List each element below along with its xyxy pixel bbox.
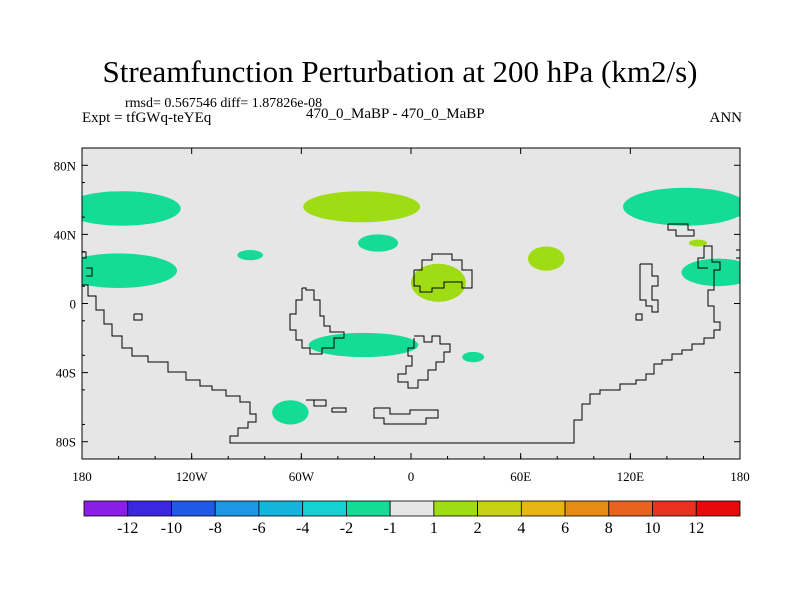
colorbar-label-8: 2 [474, 520, 482, 537]
x-tick-label-5: 120E [617, 469, 645, 484]
y-tick-label-3: 40S [56, 366, 76, 381]
colorbar-swatch-7 [389, 500, 435, 517]
y-tick-label-2: 0 [70, 297, 77, 312]
colorbar-swatch-12 [608, 500, 653, 517]
colorbar-swatch-5 [302, 500, 347, 517]
x-tick-label-6: 180 [730, 469, 750, 484]
coastline-africa-north [413, 253, 473, 293]
y-tick-label-4: 80S [56, 435, 76, 450]
anomaly-region-11 [462, 351, 485, 363]
coastline-small-7 [736, 249, 740, 259]
colorbar-swatch-11 [564, 500, 610, 517]
colorbar-swatch-8 [433, 500, 479, 517]
anomaly-region-1 [82, 253, 178, 288]
anomaly-region-7 [623, 187, 740, 226]
colorbar-label-9: 4 [517, 520, 525, 537]
experiment-label: Expt = tfGWq-teYEq [82, 110, 212, 126]
coastline-antarctic-island [373, 407, 439, 425]
axis-layer: 180 120W 60W 0 60E 120E 180 80N 40N 0 40S 80S [54, 147, 750, 484]
colorbar-label-10: 6 [561, 520, 569, 537]
coastline-japan-box [667, 223, 695, 237]
anomaly-region-3 [303, 191, 421, 223]
coastline-africa-south [397, 335, 451, 389]
x-tick-label-3: 0 [408, 469, 415, 484]
anomaly-region-5 [411, 263, 466, 302]
colorbar-label-3: -6 [252, 520, 265, 537]
y-tick-label-1: 40N [54, 227, 77, 242]
colorbar-swatch-4 [258, 500, 304, 517]
colorbar-label-6: -1 [383, 520, 396, 537]
colorbar: -12 -10 -8 -6 -4 -2 -1 1 2 4 6 8 10 12 [83, 500, 741, 537]
anomaly-region-9 [681, 258, 740, 287]
colorbar-swatch-9 [477, 500, 522, 517]
rmsd-diff-stats: rmsd= 0.567546 diff= 1.87826e-08 [125, 96, 323, 111]
anomaly-region-8 [688, 239, 708, 247]
coastline-west-americas [82, 245, 721, 444]
coastline-small-1 [133, 313, 143, 321]
x-tick-label-1: 120W [176, 469, 209, 484]
coastline-small-4 [86, 267, 93, 277]
colorbar-label-1: -10 [161, 520, 182, 537]
season-label: ANN [709, 110, 743, 126]
anomaly-layer [82, 187, 740, 425]
coastline-small-3 [331, 407, 347, 413]
anomaly-region-6 [527, 246, 565, 271]
colorbar-label-4: -4 [296, 520, 309, 537]
coastline-small-2 [306, 399, 327, 407]
coastlines [82, 223, 740, 444]
x-tick-label-4: 60E [510, 469, 531, 484]
colorbar-swatch-3 [214, 500, 260, 517]
colorbar-swatch-1 [127, 500, 172, 517]
colorbar-swatch-2 [171, 500, 216, 517]
colorbar-label-7: 1 [430, 520, 438, 537]
coastline-east-asia [639, 263, 659, 313]
case-comparison-label: 470_0_MaBP - 470_0_MaBP [306, 106, 485, 122]
x-tick-label-0: 180 [72, 469, 92, 484]
colorbar-label-13: 12 [688, 520, 704, 537]
colorbar-label-2: -8 [209, 520, 222, 537]
colorbar-swatch-13 [652, 500, 697, 517]
coastline-small-5 [635, 313, 643, 321]
chart-title: Streamfunction Perturbation at 200 hPa (… [102, 54, 698, 89]
anomaly-region-12 [272, 400, 309, 425]
y-tick-label-0: 80N [54, 158, 77, 173]
colorbar-label-11: 8 [605, 520, 613, 537]
anomaly-region-4 [357, 234, 399, 252]
colorbar-swatch-6 [345, 500, 391, 517]
colorbar-swatch-10 [520, 500, 566, 517]
anomaly-region-10 [308, 332, 419, 358]
colorbar-swatch-14 [695, 500, 741, 517]
colorbar-swatch-0 [83, 500, 129, 517]
colorbar-label-5: -2 [340, 520, 353, 537]
coastline-south-america [289, 287, 345, 355]
anomaly-region-0 [82, 191, 181, 226]
colorbar-label-12: 10 [645, 520, 661, 537]
anomaly-region-2 [237, 249, 263, 261]
x-tick-label-2: 60W [289, 469, 315, 484]
colorbar-label-0: -12 [117, 520, 138, 537]
